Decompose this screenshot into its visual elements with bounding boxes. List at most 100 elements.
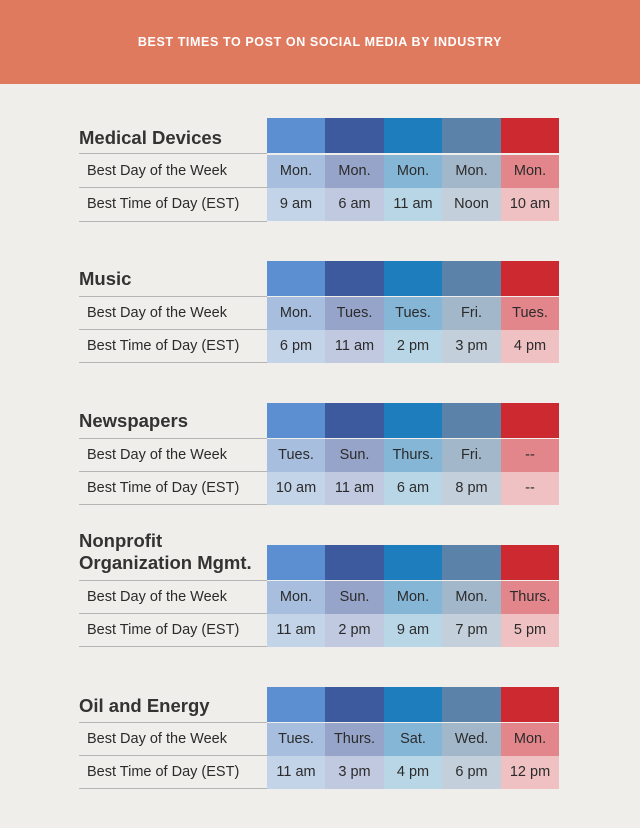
day-cell: Mon.	[442, 581, 501, 614]
time-cell: 11 am	[267, 614, 325, 647]
time-row-label: Best Time of Day (EST)	[87, 196, 240, 212]
time-cell: 12 pm	[501, 756, 559, 789]
time-cell: 11 am	[325, 472, 384, 505]
day-cell: Sun.	[325, 439, 384, 472]
day-row-label: Best Day of the Week	[87, 589, 227, 605]
time-row: Best Time of Day (EST) 10 am 11 am 6 am …	[0, 472, 640, 505]
day-cell: Tues.	[267, 723, 325, 756]
time-row: Best Time of Day (EST) 6 pm 11 am 2 pm 3…	[0, 330, 640, 363]
day-cell: Mon.	[501, 155, 559, 188]
row-divider	[79, 187, 267, 188]
color-bar-col-5	[501, 261, 559, 296]
day-row-label: Best Day of the Week	[87, 731, 227, 747]
day-cell: Mon.	[442, 155, 501, 188]
row-divider	[79, 221, 267, 222]
page-title: BEST TIMES TO POST ON SOCIAL MEDIA BY IN…	[137, 35, 503, 49]
section-title: Newspapers	[79, 410, 188, 431]
color-bar-col-5	[501, 118, 559, 153]
row-divider	[79, 153, 267, 154]
color-bar-col-3	[384, 118, 442, 153]
row-divider	[79, 755, 267, 756]
time-row-label: Best Time of Day (EST)	[87, 764, 240, 780]
day-row: Best Day of the Week Tues. Thurs. Sat. W…	[0, 723, 640, 756]
time-row-label: Best Time of Day (EST)	[87, 480, 240, 496]
section-title: Music	[79, 268, 132, 289]
color-bar-col-4	[442, 403, 501, 438]
day-row: Best Day of the Week Mon. Mon. Mon. Mon.…	[0, 155, 640, 188]
row-divider	[79, 438, 267, 439]
time-cell: 2 pm	[325, 614, 384, 647]
time-cell: 10 am	[501, 188, 559, 221]
time-cell: 3 pm	[442, 330, 501, 363]
row-divider	[79, 296, 267, 297]
day-row: Best Day of the Week Tues. Sun. Thurs. F…	[0, 439, 640, 472]
row-divider	[79, 613, 267, 614]
day-row-label: Best Day of the Week	[87, 305, 227, 321]
color-bar-col-4	[442, 261, 501, 296]
time-cell: 10 am	[267, 472, 325, 505]
section-title: Medical Devices	[79, 127, 222, 148]
header-banner: BEST TIMES TO POST ON SOCIAL MEDIA BY IN…	[0, 0, 640, 84]
time-cell: 5 pm	[501, 614, 559, 647]
color-bar-col-3	[384, 403, 442, 438]
day-cell: Mon.	[325, 155, 384, 188]
day-cell: Sat.	[384, 723, 442, 756]
color-bar-col-4	[442, 545, 501, 580]
time-row-label: Best Time of Day (EST)	[87, 338, 240, 354]
time-cell: 11 am	[267, 756, 325, 789]
color-bar-col-2	[325, 118, 384, 153]
time-cell: 6 pm	[442, 756, 501, 789]
color-bar-col-1	[267, 261, 325, 296]
color-bar-col-5	[501, 687, 559, 722]
time-cell: 8 pm	[442, 472, 501, 505]
row-divider	[79, 646, 267, 647]
color-bar-col-3	[384, 687, 442, 722]
color-bar-col-1	[267, 403, 325, 438]
time-row: Best Time of Day (EST) 9 am 6 am 11 am N…	[0, 188, 640, 221]
day-cell: Fri.	[442, 439, 501, 472]
time-cell: 6 pm	[267, 330, 325, 363]
time-cell: 3 pm	[325, 756, 384, 789]
row-divider	[79, 504, 267, 505]
day-row: Best Day of the Week Mon. Tues. Tues. Fr…	[0, 297, 640, 330]
day-cell: Mon.	[384, 581, 442, 614]
day-row-label: Best Day of the Week	[87, 163, 227, 179]
time-cell: --	[501, 472, 559, 505]
row-divider	[79, 722, 267, 723]
color-bar-col-2	[325, 261, 384, 296]
time-cell: 6 am	[325, 188, 384, 221]
color-bar-col-2	[325, 687, 384, 722]
color-bar-col-1	[267, 545, 325, 580]
day-cell: Thurs.	[501, 581, 559, 614]
day-cell: Thurs.	[325, 723, 384, 756]
row-divider	[79, 329, 267, 330]
color-bar-col-1	[267, 687, 325, 722]
color-bar-col-2	[325, 403, 384, 438]
day-cell: Tues.	[501, 297, 559, 330]
day-cell: Fri.	[442, 297, 501, 330]
day-cell: Wed.	[442, 723, 501, 756]
day-row: Best Day of the Week Mon. Sun. Mon. Mon.…	[0, 581, 640, 614]
color-bar-col-3	[384, 545, 442, 580]
color-bar-col-1	[267, 118, 325, 153]
color-bar-col-3	[384, 261, 442, 296]
time-row-label: Best Time of Day (EST)	[87, 622, 240, 638]
color-bar-col-5	[501, 545, 559, 580]
color-bar-col-4	[442, 118, 501, 153]
color-bar-col-5	[501, 403, 559, 438]
color-bar-col-2	[325, 545, 384, 580]
day-cell: Mon.	[267, 297, 325, 330]
time-cell: 4 pm	[501, 330, 559, 363]
time-cell: 9 am	[267, 188, 325, 221]
day-cell: Tues.	[325, 297, 384, 330]
row-divider	[79, 788, 267, 789]
day-cell: Mon.	[267, 155, 325, 188]
day-cell: Thurs.	[384, 439, 442, 472]
time-cell: 7 pm	[442, 614, 501, 647]
row-divider	[79, 362, 267, 363]
section-title: Nonprofit Organization Mgmt.	[79, 530, 252, 573]
time-row: Best Time of Day (EST) 11 am 2 pm 9 am 7…	[0, 614, 640, 647]
time-cell: Noon	[442, 188, 501, 221]
time-cell: 9 am	[384, 614, 442, 647]
time-cell: 6 am	[384, 472, 442, 505]
